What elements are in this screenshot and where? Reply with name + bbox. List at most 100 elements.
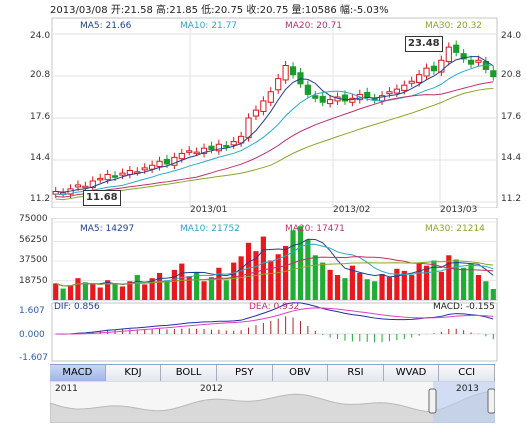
price-candle [386, 91, 393, 95]
volume-bar [67, 285, 74, 300]
price-candle [267, 91, 274, 103]
volume-bar [119, 286, 126, 300]
price-candle [74, 184, 82, 188]
volume-bar [260, 236, 266, 300]
vol-ytick: 56250 [19, 235, 48, 245]
volume-bar [438, 271, 444, 300]
volume-bar [142, 284, 148, 300]
price-ytick-right: 11.2 [501, 194, 522, 204]
nav-year-label: 2011 [55, 384, 78, 394]
price-ytick-left: 20.8 [30, 70, 51, 80]
volume-bar [75, 278, 81, 300]
xtick-label: 2013/01 [190, 205, 228, 215]
volume-bar [112, 283, 118, 300]
volume-bar [179, 263, 185, 300]
price-candle [312, 95, 319, 99]
stock-info-header: 2013/03/08 开:21.58 高:21.85 低:20.75 收:20.… [50, 5, 389, 16]
price-candle [327, 99, 334, 105]
price-candle [453, 44, 460, 53]
vol-ma10-label: MA10: 21752 [180, 224, 240, 234]
range-navigator[interactable] [50, 381, 495, 423]
volume-bar [327, 269, 333, 300]
price-candle [104, 173, 111, 181]
price-candle [200, 147, 208, 154]
price-candle [289, 66, 297, 76]
tab-rsi[interactable]: RSI [328, 365, 384, 381]
price-candle [163, 158, 171, 165]
price-candle [438, 59, 445, 73]
tab-obv[interactable]: OBV [272, 365, 329, 381]
volume-bar [283, 245, 289, 300]
price-candle [119, 172, 126, 176]
volume-bar [475, 275, 482, 300]
price-ytick-left: 11.2 [30, 194, 51, 204]
price-candle [430, 65, 438, 72]
volume-bar [305, 239, 311, 300]
price-candle [223, 145, 230, 148]
volume-bar [186, 276, 192, 300]
nav-year-label: 2012 [200, 384, 223, 394]
tab-psy[interactable]: PSY [216, 365, 273, 381]
tab-kdj[interactable]: KDJ [105, 365, 162, 381]
vol-ma5-label: MA5: 14297 [80, 224, 135, 234]
tab-cci[interactable]: CCI [439, 365, 495, 381]
ma10-label: MA10: 21.77 [180, 21, 238, 31]
price-ma20-line [55, 81, 494, 198]
volume-bar [245, 242, 252, 300]
xtick-label: 2013/03 [440, 205, 478, 215]
price-ytick-right: 20.8 [501, 70, 522, 80]
volume-bar [401, 270, 407, 300]
volume-bar [171, 269, 177, 300]
price-ytick-left: 24.0 [30, 31, 51, 41]
volume-bar [134, 275, 140, 300]
price-candle [111, 175, 119, 178]
price-candle [149, 164, 156, 170]
price-candle [297, 72, 304, 85]
price-candle [186, 150, 193, 153]
tab-boll[interactable]: BOLL [161, 365, 217, 381]
macd-plot-frame [51, 302, 498, 362]
volume-bar [60, 288, 66, 300]
volume-bar [431, 260, 437, 300]
xtick-label: 2013/02 [333, 205, 371, 215]
volume-bar [312, 255, 318, 300]
price-chart [51, 17, 498, 208]
volume-bar [231, 262, 237, 300]
volume-bar [268, 260, 274, 300]
volume-bar [349, 265, 355, 300]
volume-ma30-line [55, 260, 494, 287]
price-candle [341, 94, 349, 102]
volume-bar [468, 263, 474, 300]
volume-bar [372, 281, 378, 300]
price-candle [215, 143, 222, 152]
price-candle [364, 91, 371, 98]
price-candle [319, 95, 326, 103]
indicator-tab-bar: MACD KDJ BOLL PSY OBV RSI WVAD CCI [50, 364, 495, 381]
volume-bar [483, 281, 489, 300]
volume-bar [53, 283, 59, 300]
volume-bar [201, 281, 207, 300]
volume-bar [194, 271, 200, 300]
price-candle [445, 46, 452, 63]
volume-chart [51, 218, 498, 301]
price-ma10-line [55, 64, 494, 196]
macd-ytick: 1.607 [19, 306, 45, 316]
volume-bar [216, 267, 222, 300]
vol-ytick: 37500 [19, 255, 48, 265]
volume-bar [342, 278, 348, 300]
volume-bar [105, 280, 111, 300]
volume-bar [446, 255, 452, 300]
tab-wvad[interactable]: WVAD [383, 365, 440, 381]
price-ytick-right: 17.6 [501, 112, 522, 122]
vol-ma20-label: MA20: 17471 [285, 224, 345, 234]
tab-macd[interactable]: MACD [50, 365, 106, 381]
navigator-selected-range [433, 381, 495, 423]
price-ma5-line [55, 56, 494, 193]
ma5-label: MA5: 21.66 [80, 21, 132, 31]
price-candle [208, 145, 215, 150]
price-ma30-line [55, 88, 494, 201]
ma20-label: MA20: 20.71 [285, 21, 343, 31]
vol-ytick: 18750 [19, 276, 48, 286]
volume-bar [386, 277, 393, 300]
volume-bar [156, 272, 163, 300]
